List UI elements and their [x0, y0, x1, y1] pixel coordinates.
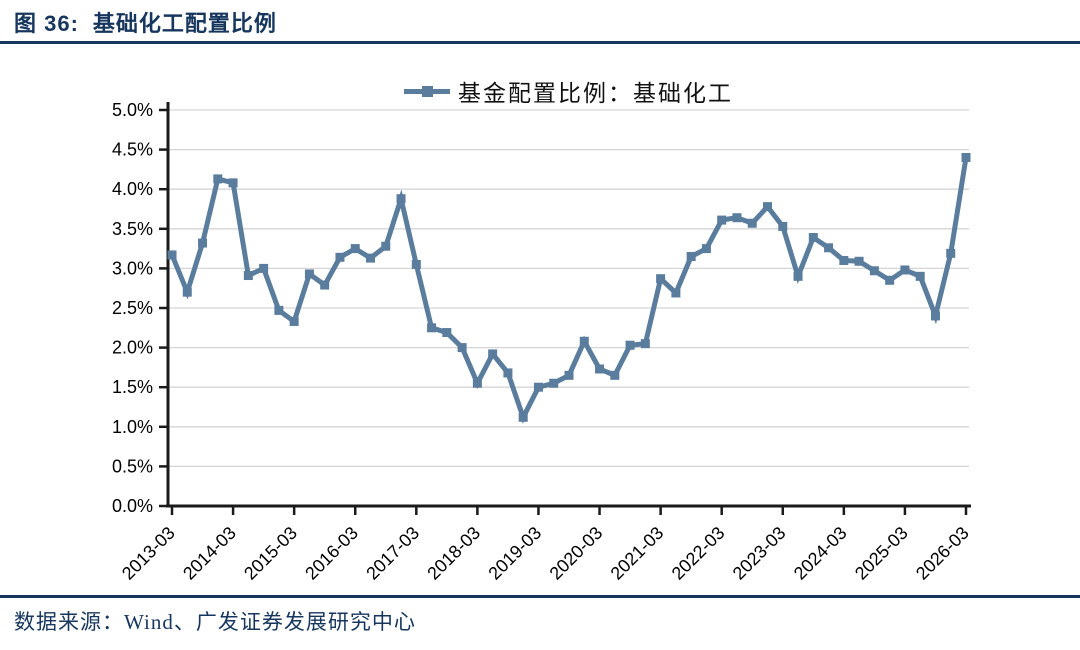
- data-point-marker: [564, 370, 574, 380]
- data-point-marker: [824, 243, 834, 253]
- data-point-marker: [366, 253, 375, 263]
- data-point-marker: [289, 316, 299, 326]
- x-axis-label: 2018-03: [423, 523, 484, 584]
- header-divider: [0, 41, 1080, 44]
- data-point-marker: [854, 256, 864, 266]
- data-point-marker: [946, 248, 956, 258]
- data-point-marker: [717, 215, 727, 225]
- data-point-marker: [885, 275, 895, 285]
- data-point-marker: [732, 213, 742, 223]
- data-point-marker: [457, 343, 467, 353]
- data-point-marker: [518, 412, 528, 422]
- data-point-marker: [335, 252, 345, 262]
- chart-legend: 基金配置比例：基础化工: [168, 74, 969, 108]
- y-axis-label: 3.5%: [112, 219, 153, 239]
- data-point-marker: [213, 174, 223, 184]
- data-point-marker: [793, 271, 803, 281]
- data-point-marker: [640, 339, 650, 349]
- data-point-marker: [503, 368, 513, 378]
- data-point-marker: [778, 221, 788, 231]
- data-point-marker: [396, 194, 406, 204]
- y-axis-label: 2.5%: [112, 298, 153, 318]
- x-axis-label: 2014-03: [179, 523, 240, 584]
- x-axis-label: 2026-03: [912, 523, 973, 584]
- data-point-marker: [243, 271, 253, 281]
- data-point-marker: [182, 287, 192, 297]
- y-axis-label: 1.0%: [112, 417, 153, 437]
- legend-line-marker-icon: [404, 85, 450, 97]
- y-axis-label: 2.0%: [112, 338, 153, 358]
- data-point-marker: [595, 364, 605, 374]
- x-axis-label: 2019-03: [484, 523, 545, 584]
- data-point-marker: [961, 153, 971, 163]
- data-source-note: 数据来源：Wind、广发证券发展研究中心: [14, 610, 416, 634]
- data-point-marker: [701, 244, 711, 254]
- data-point-marker: [869, 266, 879, 276]
- x-axis-label: 2025-03: [851, 523, 912, 584]
- data-point-marker: [320, 280, 330, 290]
- legend-square: [422, 86, 433, 97]
- y-axis-label: 5.0%: [112, 100, 153, 120]
- x-axis-label: 2023-03: [729, 523, 790, 584]
- data-point-marker: [900, 265, 910, 275]
- y-axis-label: 3.0%: [112, 258, 153, 278]
- data-point-marker: [427, 323, 437, 333]
- x-axis-label: 2022-03: [668, 523, 729, 584]
- x-axis-label: 2016-03: [301, 523, 362, 584]
- data-point-marker: [549, 378, 559, 388]
- data-point-marker: [686, 252, 696, 262]
- x-axis-label: 2020-03: [546, 523, 607, 584]
- data-point-marker: [381, 241, 391, 251]
- data-point-marker: [488, 349, 498, 359]
- data-point-marker: [411, 259, 421, 269]
- data-point-marker: [228, 178, 238, 188]
- figure-number: 图 36:: [14, 11, 79, 36]
- x-axis-label: 2021-03: [607, 523, 668, 584]
- data-point-marker: [579, 336, 589, 346]
- x-axis-label: 2017-03: [362, 523, 423, 584]
- data-point-marker: [198, 238, 208, 248]
- x-axis-label: 2013-03: [118, 523, 179, 584]
- y-axis-label: 4.5%: [112, 140, 153, 160]
- y-axis-label: 4.0%: [112, 179, 153, 199]
- data-point-marker: [808, 233, 818, 243]
- y-axis-label: 1.5%: [112, 377, 153, 397]
- x-axis-label: 2015-03: [240, 523, 301, 584]
- data-point-marker: [442, 328, 452, 338]
- data-point-marker: [472, 378, 482, 388]
- legend-label: 基金配置比例：基础化工: [458, 81, 733, 106]
- footer-divider: [0, 595, 1080, 598]
- data-point-marker: [274, 305, 284, 315]
- data-point-marker: [350, 244, 360, 254]
- data-point-marker: [930, 311, 940, 321]
- data-point-marker: [610, 370, 620, 380]
- data-point-marker: [167, 250, 177, 260]
- y-axis-label: 0.0%: [112, 496, 153, 516]
- data-point-marker: [839, 255, 849, 265]
- data-point-marker: [656, 274, 666, 284]
- x-axis-label: 2024-03: [790, 523, 851, 584]
- data-point-marker: [671, 288, 681, 298]
- data-point-marker: [533, 382, 543, 392]
- data-point-marker: [747, 218, 757, 228]
- data-point-marker: [259, 263, 269, 273]
- data-point-marker: [763, 202, 772, 212]
- data-point-marker: [625, 340, 635, 350]
- data-point-marker: [304, 269, 314, 279]
- figure-title: 图 36: 基础化工配置比例: [14, 6, 277, 38]
- figure-title-text: 基础化工配置比例: [92, 11, 277, 36]
- y-axis-label: 0.5%: [112, 456, 153, 476]
- data-point-marker: [915, 271, 925, 281]
